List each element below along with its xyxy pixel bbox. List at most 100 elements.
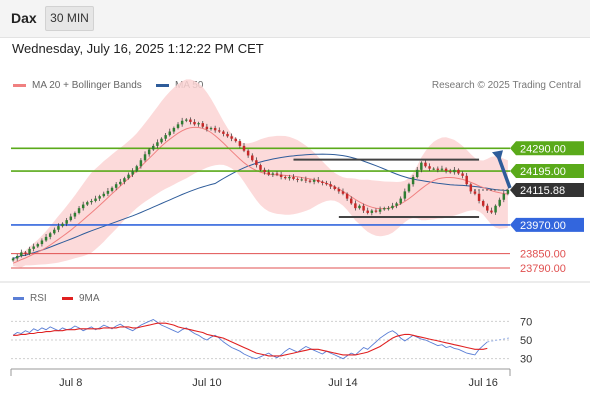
candle-body (61, 223, 64, 227)
x-tick-label: Jul 16 (469, 377, 498, 389)
candle-body (263, 169, 266, 173)
rsi-ma-swatch (62, 296, 73, 300)
candle (391, 202, 394, 210)
candle (127, 172, 130, 180)
candle-body (502, 193, 506, 200)
candle-body (238, 141, 242, 146)
candle (288, 174, 291, 181)
candle (321, 180, 324, 186)
candle-body (176, 124, 180, 128)
candle-body (498, 199, 501, 206)
candle (436, 166, 440, 173)
candle-body (123, 178, 126, 182)
candle (490, 207, 493, 214)
candle (189, 117, 192, 125)
timeframe-button[interactable]: 30 MIN (45, 6, 94, 31)
candle-body (304, 179, 308, 181)
top-toolbar: Dax 30 MIN (0, 0, 590, 38)
candle (11, 257, 15, 262)
candle-body (345, 193, 349, 199)
candle-body (168, 131, 172, 136)
candle (263, 167, 266, 175)
candle (255, 157, 258, 168)
candle-body (139, 160, 143, 167)
candle-body (333, 186, 336, 189)
rsi-line (12, 318, 488, 360)
level-tag-23790.00: 23790.00 (520, 263, 566, 275)
rsi-tick-label: 50 (520, 335, 532, 347)
candle-body (172, 127, 176, 132)
candle (98, 194, 101, 201)
candle (358, 204, 361, 210)
candle (69, 213, 73, 222)
candle (102, 191, 106, 198)
candle (73, 211, 77, 219)
candle-body (395, 203, 398, 206)
ma50-swatch (156, 83, 169, 87)
candle (20, 249, 23, 258)
ma20-swatch (13, 83, 26, 87)
candle (238, 138, 242, 149)
candle-body (321, 181, 324, 184)
candle (123, 176, 126, 185)
candle (24, 251, 27, 257)
candle (432, 167, 435, 171)
candle (156, 139, 159, 149)
candle-body (349, 198, 353, 204)
candle (374, 208, 378, 214)
candle (168, 128, 172, 137)
candle (444, 167, 448, 174)
candle (90, 198, 93, 205)
candle-body (15, 256, 19, 259)
candle (234, 137, 237, 143)
candle-body (131, 171, 134, 175)
candle (275, 171, 279, 177)
candle-body (156, 142, 159, 146)
candle-body (185, 119, 188, 121)
candle (218, 127, 221, 133)
candle-body (415, 169, 419, 178)
candle-body (24, 252, 27, 254)
candle (333, 185, 336, 191)
candle-body (374, 210, 378, 212)
candle (44, 234, 48, 242)
candle (226, 131, 229, 138)
candle (345, 192, 349, 201)
candle (477, 190, 481, 204)
ma50-line (12, 153, 508, 259)
candle-body (57, 226, 60, 230)
chart-datetime: Wednesday, July 16, 2025 1:12:22 PM CET (12, 41, 264, 56)
candle (292, 174, 295, 181)
candle-body (143, 154, 147, 161)
candle (135, 164, 139, 173)
candle-body (362, 205, 365, 211)
candle-body (477, 193, 481, 201)
legend-rsi-ma: 9MA (62, 293, 100, 304)
candle (498, 197, 501, 208)
candle (77, 206, 81, 215)
legend-ma20-label: MA 20 + Bollinger Bands (32, 80, 142, 91)
candle (209, 126, 213, 131)
candle (407, 182, 411, 193)
symbol-name: Dax (11, 10, 37, 26)
candle-body (308, 180, 312, 182)
candle-body (469, 184, 473, 192)
candle-body (407, 184, 411, 192)
rsi-tick-label: 70 (520, 316, 532, 328)
candle-body (337, 189, 341, 192)
candle (329, 181, 332, 189)
candle-body (448, 171, 452, 173)
candle-body (65, 220, 68, 224)
candle (53, 227, 56, 235)
candle (279, 171, 283, 180)
candle (420, 161, 423, 173)
rsi-ma-line (13, 322, 488, 357)
candle (172, 126, 176, 134)
candle (304, 176, 308, 184)
candle (370, 209, 374, 216)
candle-body (370, 210, 374, 213)
candle (185, 118, 188, 123)
candle-body (424, 162, 427, 167)
level-tag-bg-24290.00 (510, 141, 584, 156)
